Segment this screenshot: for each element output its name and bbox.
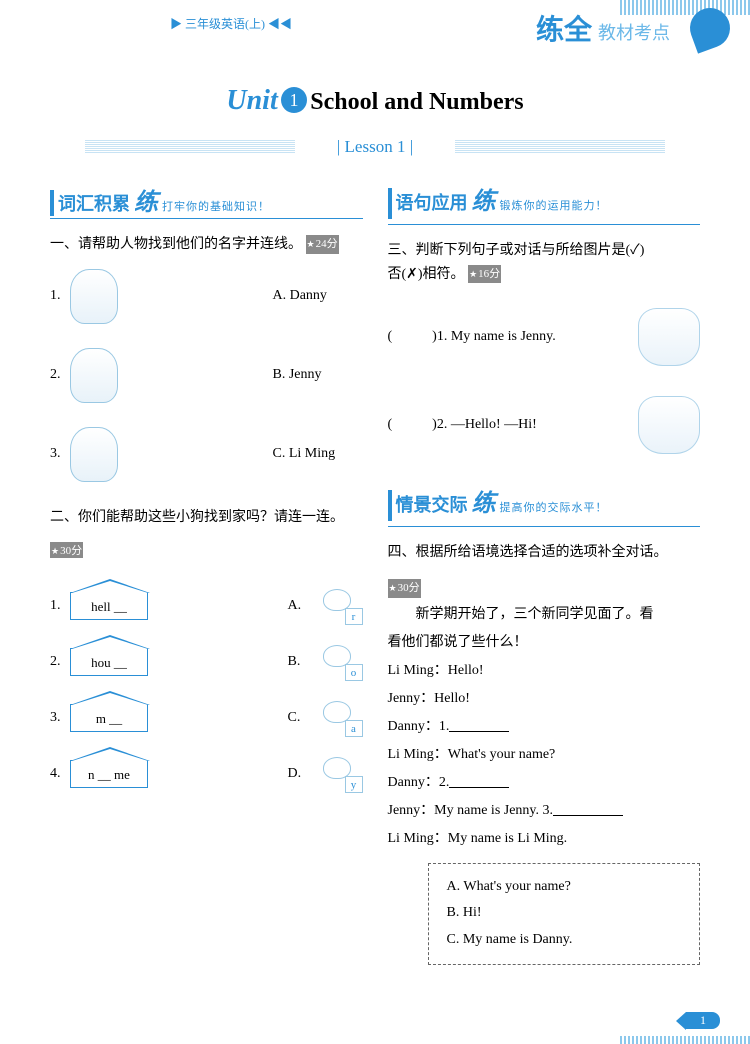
q1-item: 2. B. Jenny (50, 348, 363, 403)
section-context-sub: 提高你的交际水平！ (500, 499, 608, 518)
section-context-head: 情景交际 练 提高你的交际水平！ (388, 484, 701, 527)
option: C. My name is Danny. (447, 927, 682, 954)
q4-body: 新学期开始了，三个新同学见面了。看 看他们都说了些什么！ Li Ming：Hel… (388, 601, 701, 965)
page-number: 1 (686, 1012, 720, 1029)
dog-icon: o (319, 643, 363, 681)
item-number: 2. (50, 367, 70, 383)
item-option: A. (288, 598, 314, 614)
item-answer: B. Jenny (273, 367, 363, 383)
dialogue-line: Li Ming：What's your name? (388, 741, 701, 769)
dialogue-line: Li Ming：My name is Li Ming. (388, 825, 701, 853)
section-context-label: 情景交际 (388, 490, 468, 521)
title-main: 练全 (536, 15, 592, 46)
q3-item: ( )1. My name is Jenny. (388, 308, 701, 366)
house-icon: n __ me (70, 760, 148, 788)
dialogue-line: Danny：1. (388, 713, 701, 741)
star-decoration (680, 0, 735, 55)
right-column: 语句应用 练 锻炼你的运用能力！ 三、判断下列句子或对话与所给图片是(✓) 否(… (388, 182, 701, 965)
q3-title: 三、判断下列句子或对话与所给图片是(✓) 否(✗)相符。 16分 (388, 239, 701, 287)
section-vocab-label: 词汇积累 (50, 190, 130, 216)
fill-blank[interactable] (449, 787, 509, 788)
fill-blank[interactable] (449, 731, 509, 732)
dog-icon: a (319, 699, 363, 737)
title-sub: 教材考点 (598, 23, 670, 43)
q1-item: 1. A. Danny (50, 269, 363, 324)
footer-decoration (620, 1036, 750, 1044)
item-answer: A. Danny (273, 288, 363, 304)
q2-points: 30分 (50, 542, 83, 558)
lesson-bar: | Lesson 1 | (85, 137, 665, 157)
house-icon: hou __ (70, 648, 148, 676)
character-portrait (70, 427, 118, 482)
option: A. What's your name? (447, 874, 682, 901)
q2-title: 二、你们能帮助这些小狗找到家吗？请连一连。 (50, 506, 363, 530)
character-portrait (70, 348, 118, 403)
q2-item: 3. m __ C. a (50, 699, 363, 737)
book-title: 练全 教材考点 (536, 8, 670, 48)
q4-intro2: 看他们都说了些什么！ (388, 629, 701, 657)
q1-points: 24分 (306, 235, 339, 254)
item-option: B. (288, 654, 314, 670)
dialogue-line: Jenny：My name is Jenny. 3. (388, 797, 701, 825)
q2-item: 4. n __ me D. y (50, 755, 363, 793)
character-portrait (70, 269, 118, 324)
item-number: 3. (50, 446, 70, 462)
q2-item: 2. hou __ B. o (50, 643, 363, 681)
item-option: C. (288, 710, 314, 726)
item-number: 2. (50, 654, 70, 670)
item-number: 4. (50, 766, 70, 782)
unit-name: School and Numbers (310, 89, 523, 115)
page-header: 三年级英语(上) 练全 教材考点 (0, 0, 750, 50)
left-column: 词汇积累 练 打牢你的基础知识！ 一、请帮助人物找到他们的名字并连线。 24分 … (50, 182, 363, 965)
dog-icon: y (319, 755, 363, 793)
q2-item: 1. hell __ A. r (50, 587, 363, 625)
dialogue-line: Jenny：Hello! (388, 685, 701, 713)
section-context-lian: 练 (472, 484, 496, 525)
unit-number-badge: 1 (281, 87, 307, 113)
section-vocab-lian: 练 (134, 182, 158, 217)
item-answer: C. Li Ming (273, 446, 363, 462)
section-sentence-head: 语句应用 练 锻炼你的运用能力！ (388, 182, 701, 225)
unit-word: Unit (226, 85, 277, 116)
dialogue-line: Li Ming：Hello! (388, 657, 701, 685)
unit-title: Unit 1 School and Numbers (0, 85, 750, 117)
item-option: D. (288, 766, 314, 782)
item-number: 1. (50, 288, 70, 304)
option: B. Hi! (447, 900, 682, 927)
option-box: A. What's your name? B. Hi! C. My name i… (428, 863, 701, 965)
q4-title: 四、根据所给语境选择合适的选项补全对话。 (388, 541, 701, 565)
q4-points: 30分 (388, 579, 421, 598)
q1-item: 3. C. Li Ming (50, 427, 363, 482)
people-illustration (638, 308, 700, 366)
item-number: 1. (50, 598, 70, 614)
q1-title: 一、请帮助人物找到他们的名字并连线。 24分 (50, 233, 363, 257)
page-footer: 1 (686, 1012, 720, 1029)
lesson-label: | Lesson 1 | (337, 137, 413, 156)
q3-item: ( )2. —Hello! —Hi! (388, 396, 701, 454)
house-icon: m __ (70, 704, 148, 732)
section-sentence-sub: 锻炼你的运用能力！ (500, 197, 608, 216)
item-number: 3. (50, 710, 70, 726)
dog-icon: r (319, 587, 363, 625)
section-vocab-sub: 打牢你的基础知识！ (162, 198, 270, 214)
section-sentence-lian: 练 (472, 182, 496, 223)
people-illustration (638, 396, 700, 454)
dialogue-line: Danny：2. (388, 769, 701, 797)
house-icon: hell __ (70, 592, 148, 620)
fill-blank[interactable] (553, 815, 623, 816)
section-vocab-head: 词汇积累 练 打牢你的基础知识！ (50, 182, 363, 219)
breadcrumb: 三年级英语(上) (170, 15, 292, 32)
q4-intro: 新学期开始了，三个新同学见面了。看 (388, 601, 701, 629)
section-sentence-label: 语句应用 (388, 188, 468, 219)
q3-points: 16分 (468, 265, 501, 284)
